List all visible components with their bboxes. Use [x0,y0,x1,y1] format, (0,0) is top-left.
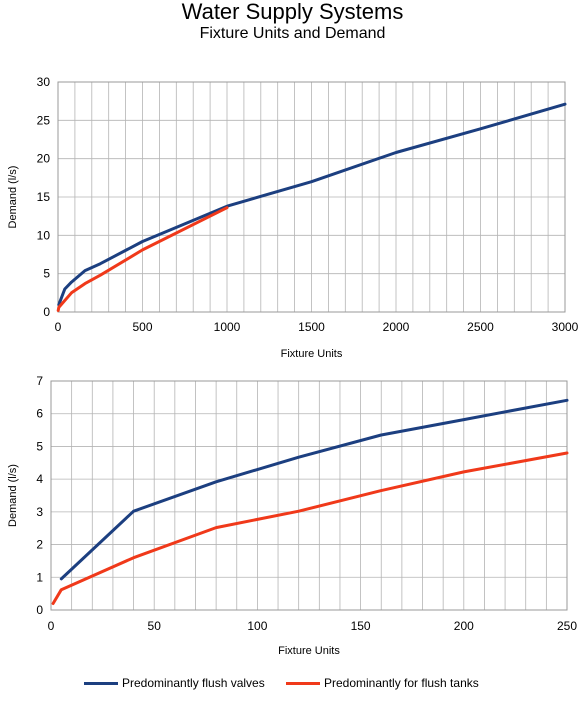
y-tick-label: 6 [36,407,43,421]
x-tick-label: 0 [55,320,62,334]
legend-label-flush-valves: Predominantly flush valves [122,676,265,690]
y-tick-label: 20 [37,152,51,166]
x-tick-label: 2500 [467,320,494,334]
y-tick-label: 15 [37,190,51,204]
x-tick-label: 1000 [214,320,241,334]
y-tick-label: 30 [37,75,51,89]
legend-item-flush-valves: Predominantly flush valves [84,676,265,690]
x-tick-label: 3000 [552,320,579,334]
x-tick-label: 1500 [298,320,325,334]
x-tick-label: 250 [557,619,577,633]
x-axis-label: Fixture Units [278,645,340,657]
y-tick-label: 10 [37,228,51,242]
legend-item-flush-tanks: Predominantly for flush tanks [286,676,479,690]
x-tick-label: 150 [351,619,371,633]
y-tick-label: 7 [36,374,43,388]
y-tick-label: 0 [36,603,43,617]
y-tick-label: 1 [36,570,43,584]
y-tick-label: 0 [43,305,50,319]
x-tick-label: 2000 [383,320,410,334]
series-line-flush-tanks [56,206,229,312]
legend: Predominantly flush valves Predominantly… [0,676,585,696]
chart-title: Water Supply Systems [181,0,404,24]
y-tick-label: 25 [37,113,51,127]
legend-swatch-flush-tanks [286,681,320,685]
x-tick-label: 500 [132,320,152,334]
y-tick-label: 5 [43,267,50,281]
legend-label-flush-tanks: Predominantly for flush tanks [324,676,479,690]
chart-subtitle: Fixture Units and Demand [199,25,386,42]
series-line-flush-valves [59,398,569,581]
series-line-flush-tanks [51,451,569,605]
plot-frame [57,81,566,313]
x-tick-label: 200 [454,619,474,633]
x-tick-label: 100 [247,619,267,633]
legend-swatch-flush-valves [84,681,118,685]
y-tick-label: 3 [36,505,43,519]
y-tick-label: 5 [36,439,43,453]
x-tick-label: 50 [148,619,162,633]
y-tick-label: 2 [36,538,43,552]
x-axis-label: Fixture Units [281,348,343,360]
plot-frame [50,380,568,611]
y-tick-label: 4 [36,472,43,486]
y-axis-label: Demand (l/s) [7,166,19,229]
series-line-flush-valves [57,102,567,307]
y-axis-label: Demand (l/s) [7,464,19,527]
x-tick-label: 0 [48,619,55,633]
